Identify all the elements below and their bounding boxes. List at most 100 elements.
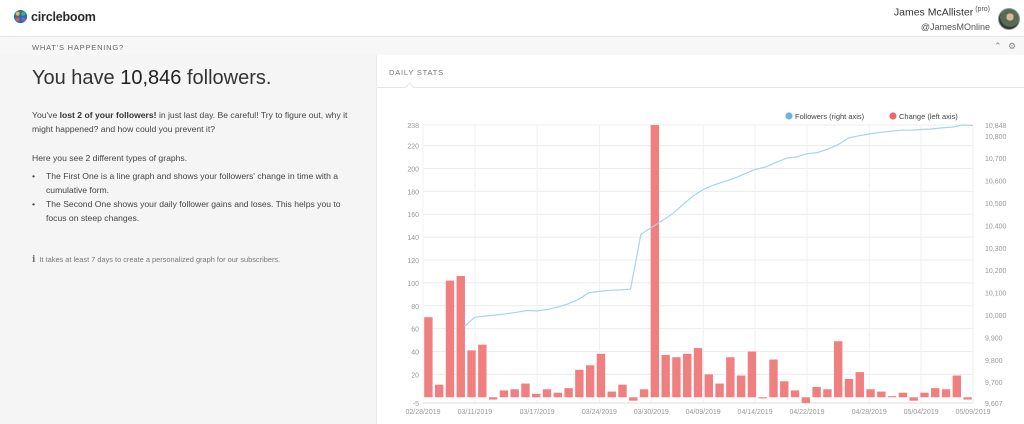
change-bar [866, 389, 875, 398]
change-bar [963, 397, 972, 400]
right-axis-tick: 10,700 [985, 156, 1007, 163]
change-bar [790, 390, 800, 398]
change-bar [780, 381, 789, 398]
change-bar [672, 357, 681, 398]
section-header: WHAT'S HAPPENING? ⌃ ⚙ [0, 37, 1024, 55]
followers-line [464, 124, 974, 327]
left-axis-tick: 140 [407, 235, 419, 242]
x-axis-tick: 05/09/2019 [955, 409, 990, 416]
legend-label-followers: Followers (right axis) [795, 112, 865, 121]
left-axis-tick: 220 [407, 144, 419, 151]
change-bar [758, 397, 767, 399]
change-bar [596, 353, 606, 398]
left-axis-tick: 120 [407, 258, 419, 265]
x-axis-tick: 03/30/2019 [634, 409, 669, 416]
list-item: The Second One shows your daily follower… [32, 197, 357, 225]
change-bar [445, 280, 455, 398]
change-bar [542, 389, 552, 398]
left-axis-tick: 40 [411, 350, 419, 357]
change-bar [833, 341, 843, 398]
right-axis-tick: 10,500 [985, 201, 1007, 208]
right-axis-tick: 10,800 [985, 134, 1007, 141]
x-axis-tick: 05/04/2019 [904, 409, 939, 416]
change-bar [510, 389, 519, 398]
change-bar [521, 383, 530, 398]
tab-indicator [404, 82, 415, 93]
list-item: The First One is a line graph and shows … [32, 169, 357, 197]
info-note: i It takes at least 7 days to create a pe… [32, 255, 281, 265]
change-bar [639, 389, 649, 398]
x-axis-tick: 03/17/2019 [520, 409, 555, 416]
legend-label-change: Change (left axis) [899, 112, 958, 121]
right-axis-tick: 10,400 [985, 223, 1007, 230]
change-bar [941, 389, 951, 398]
change-bar [424, 317, 433, 398]
right-axis-tick: 10,000 [985, 313, 1007, 320]
change-bar [618, 384, 627, 398]
change-bar [736, 375, 746, 398]
change-bar [575, 369, 584, 398]
change-bar [434, 384, 444, 398]
left-axis-tick: 180 [407, 189, 419, 196]
left-axis-tick: 200 [407, 166, 419, 173]
x-axis-tick: 03/24/2019 [582, 409, 617, 416]
change-bar [467, 350, 476, 398]
legend-marker-change [889, 112, 897, 120]
change-bar [683, 353, 692, 398]
change-bar [898, 392, 908, 398]
right-axis-tick: 10,300 [985, 246, 1007, 253]
graph-intro-text: Here you see 2 different types of graphs… [32, 153, 188, 163]
user-info[interactable]: James McAllister (pro) @JamesMOnline [894, 6, 990, 32]
daily-stats-panel: DAILY STATS 238 220 200 180 160 140 120 100 80 60… [376, 55, 1024, 424]
left-axis-tick: 160 [407, 212, 419, 219]
change-bar [661, 354, 670, 398]
tab-daily-stats[interactable]: DAILY STATS [389, 68, 444, 77]
change-bar [488, 397, 498, 400]
right-axis-tick: 10,600 [985, 179, 1007, 186]
loss-warning-text: You've lost 2 of your followers! in just… [32, 110, 348, 134]
change-bar [769, 359, 778, 398]
gear-icon[interactable]: ⚙ [1008, 41, 1017, 51]
left-axis-tick: 80 [411, 304, 419, 311]
right-axis-tick: 9,900 [985, 335, 1003, 342]
change-bar [812, 386, 821, 398]
right-axis-tick: 10,200 [985, 268, 1007, 275]
change-bar [650, 125, 660, 398]
right-axis-tick: 9,607 [985, 401, 1003, 408]
right-axis-tick: 10,100 [985, 291, 1007, 298]
info-icon: i [32, 255, 36, 265]
right-axis-tick: 9,700 [985, 380, 1003, 387]
summary-panel: You have 10,846 followers. You've lost 2… [0, 55, 376, 424]
logo-text: circleboom [31, 9, 96, 24]
change-bar [478, 344, 487, 398]
change-bar [607, 391, 616, 398]
change-bar [823, 389, 832, 398]
follower-count-headline: You have 10,846 followers. [32, 67, 272, 89]
x-axis-tick: 04/22/2019 [789, 409, 824, 416]
user-name: James McAllister (pro) [893, 6, 990, 19]
chevron-up-icon[interactable]: ⌃ [994, 41, 1002, 51]
right-axis-tick: 10,848 [985, 123, 1007, 130]
x-axis-tick: 04/28/2019 [852, 409, 887, 416]
circleboom-logo[interactable]: circleboom [13, 9, 96, 24]
change-bar [629, 397, 638, 401]
loss-highlight: lost 2 of your followers! [59, 110, 157, 120]
tab-divider [377, 87, 1024, 88]
pro-badge: (pro) [975, 6, 990, 13]
change-bar [553, 392, 563, 398]
change-bar [564, 388, 573, 398]
change-bar [920, 392, 929, 398]
logo-icon [13, 9, 28, 24]
change-bar [585, 365, 595, 398]
top-bar: circleboom James McAllister (pro) @JamesM… [0, 0, 1024, 37]
change-bar [877, 391, 886, 398]
change-bar [704, 374, 713, 398]
change-bar [747, 351, 757, 398]
avatar[interactable] [998, 8, 1020, 30]
daily-stats-chart: 238 220 200 180 160 140 120 100 80 60 40 20 -5 10,848… [405, 112, 1007, 416]
change-bar [887, 396, 897, 398]
change-bar [909, 397, 918, 401]
change-bar [456, 276, 465, 398]
x-axis-tick: 04/14/2019 [738, 409, 773, 416]
change-bar [844, 378, 854, 398]
